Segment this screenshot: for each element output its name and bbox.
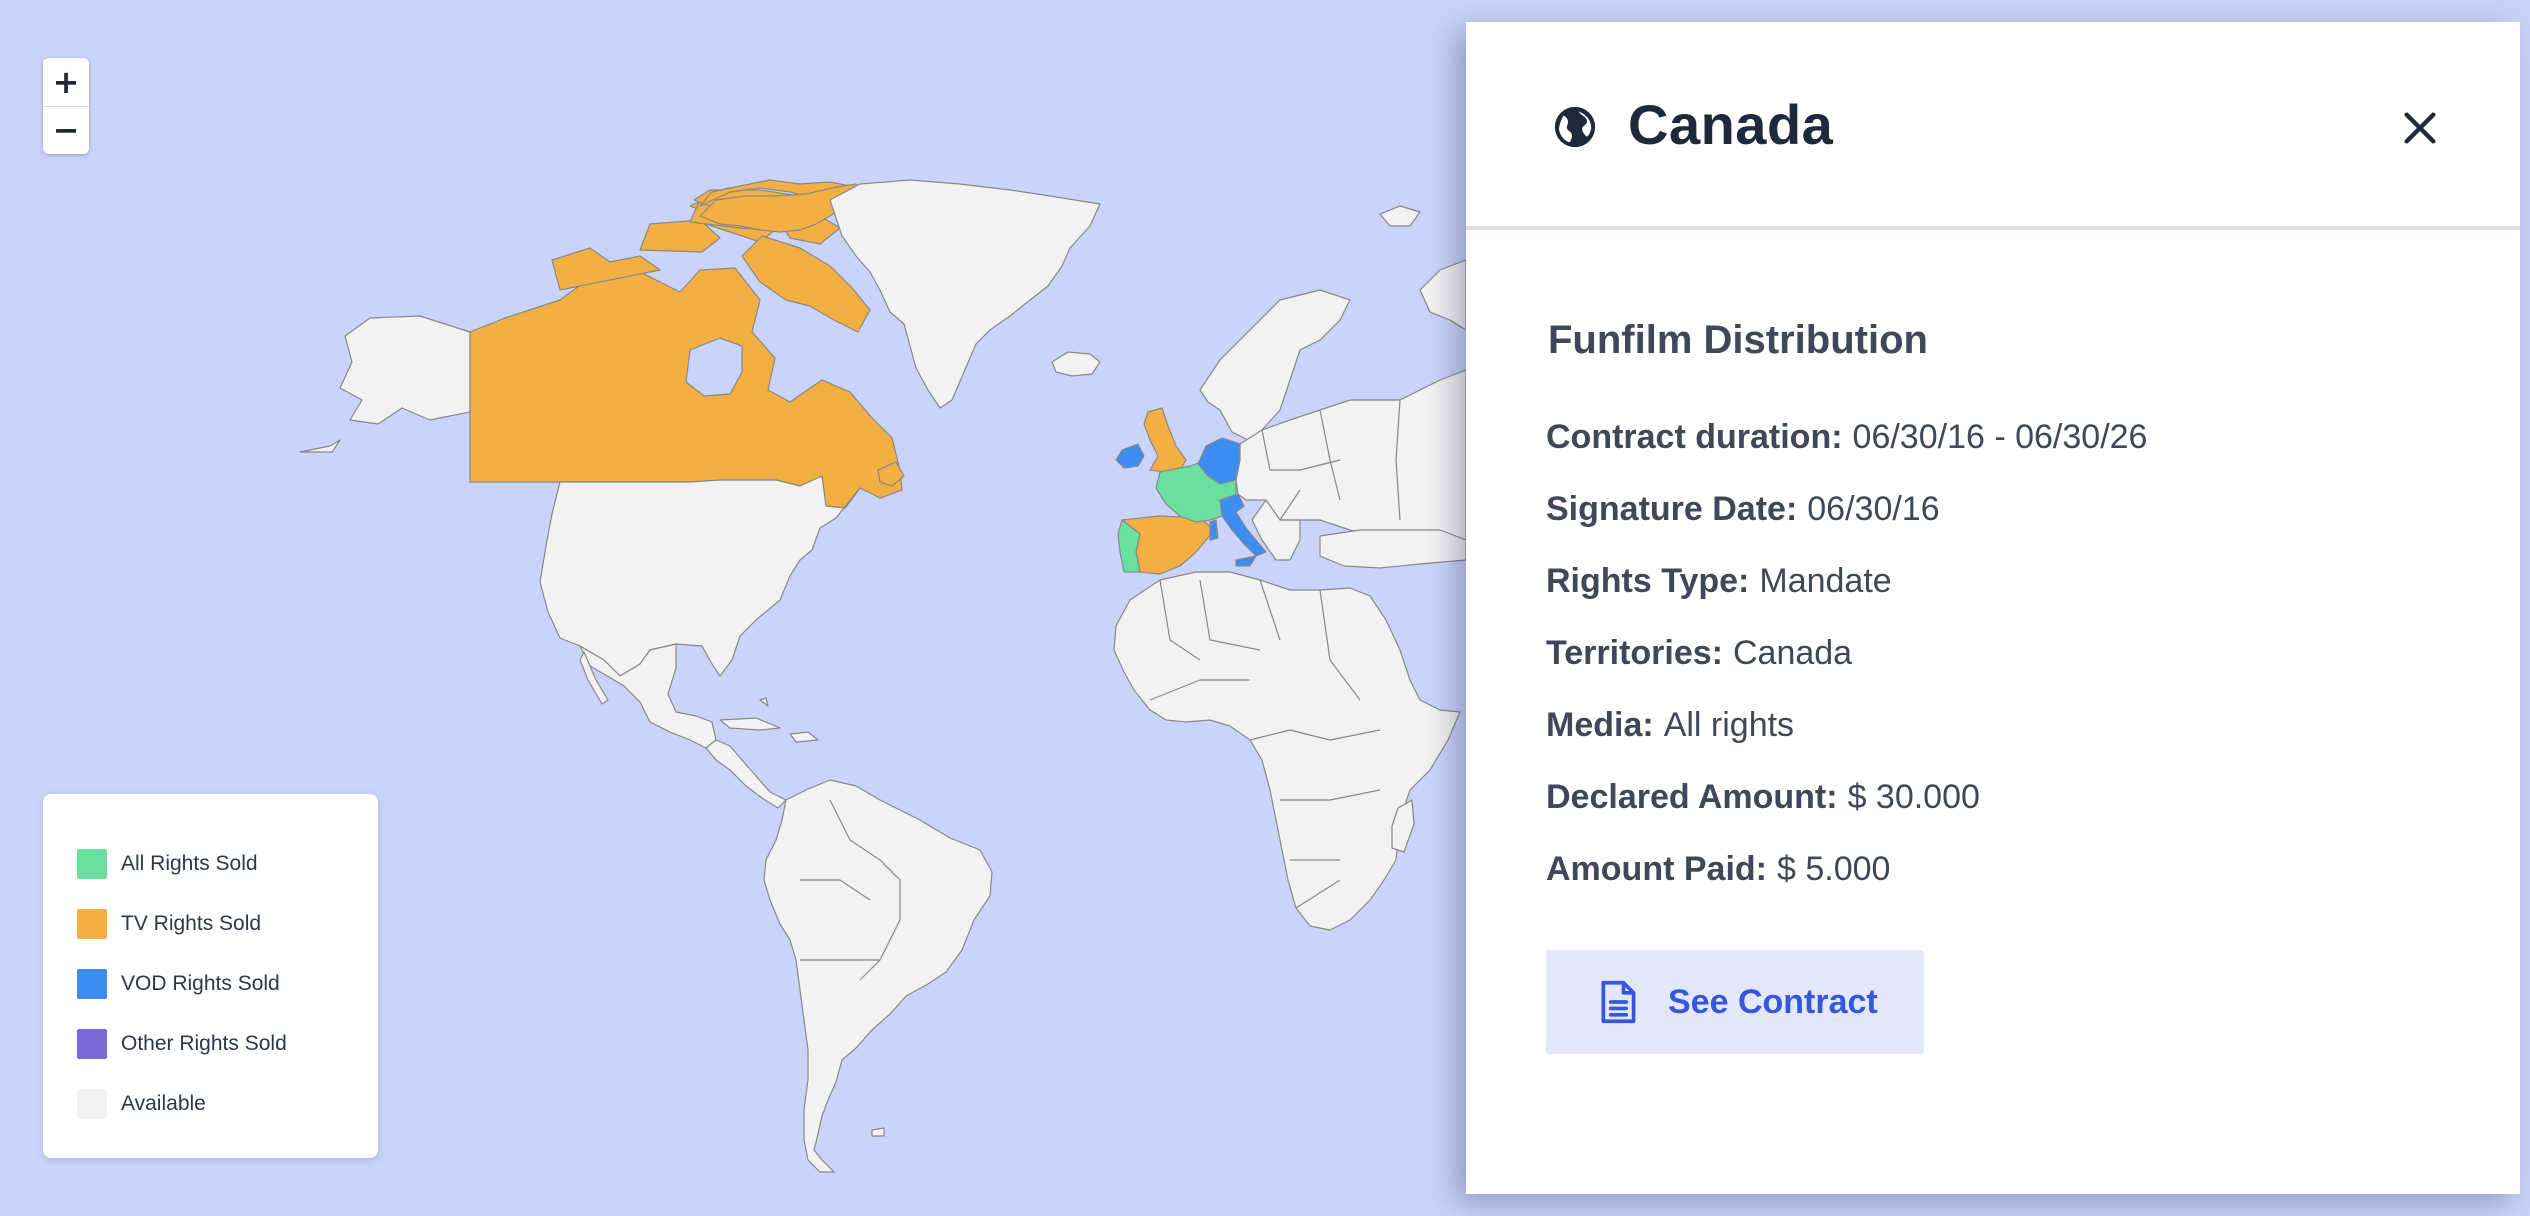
legend-label: Available [121, 1092, 206, 1115]
map-region-canada-arctic-2[interactable] [639, 219, 721, 253]
map-region-portugal[interactable] [1117, 519, 1141, 573]
document-icon [1601, 980, 1636, 1024]
map-region-usa[interactable] [539, 475, 861, 677]
legend-swatch [77, 1089, 107, 1119]
zoom-control: + − [43, 58, 89, 154]
country-detail-panel: Canada Funfilm Distribution Contract dur… [1466, 22, 2520, 1194]
map-region-south-america[interactable] [763, 779, 993, 1173]
map-region-uk[interactable] [1143, 407, 1187, 473]
zoom-in-button[interactable]: + [43, 58, 89, 106]
detail-media: Media: All rights [1546, 706, 2147, 778]
map-region-brazil-border [800, 799, 901, 981]
globe-icon [1554, 106, 1596, 148]
map-region-hudson-bay [685, 337, 743, 397]
detail-key: Amount Paid: [1546, 850, 1767, 888]
legend-swatch [77, 969, 107, 999]
company-name: Funfilm Distribution [1548, 318, 1928, 362]
detail-value: $ 5.000 [1776, 850, 1891, 888]
map-region-italy[interactable] [1219, 493, 1267, 557]
detail-key: Territories: [1546, 634, 1723, 672]
map-region-svalbard [1379, 205, 1421, 227]
map-region-europe-borders [1261, 399, 1401, 521]
map-region-ireland[interactable] [1115, 443, 1145, 469]
contract-details: Contract duration: 06/30/16 - 06/30/26 S… [1546, 418, 2147, 922]
detail-key: Contract duration: [1546, 418, 1843, 456]
map-region-sicily[interactable] [1235, 555, 1257, 567]
map-region-cuba[interactable] [719, 717, 781, 731]
detail-value: Mandate [1759, 562, 1892, 600]
panel-header: Canada [1466, 22, 2520, 230]
legend-label: All Rights Sold [121, 852, 258, 875]
map-region-africa[interactable] [1113, 571, 1461, 931]
map-region-madagascar[interactable] [1391, 799, 1415, 853]
detail-value: All rights [1663, 706, 1795, 744]
see-contract-label: See Contract [1668, 982, 1878, 1021]
close-icon[interactable] [2400, 108, 2440, 148]
map-region-africa-borders [1149, 579, 1381, 909]
detail-key: Declared Amount: [1546, 778, 1838, 816]
panel-title: Canada [1628, 93, 1834, 156]
map-region-central-america[interactable] [705, 739, 787, 809]
map-region-scandinavia[interactable] [1199, 289, 1351, 441]
map-region-greenland[interactable] [829, 179, 1101, 409]
legend-swatch [77, 1029, 107, 1059]
map-region-aleutians [299, 439, 341, 453]
legend-label: VOD Rights Sold [121, 972, 280, 995]
legend-item-tv-rights: TV Rights Sold [77, 894, 378, 954]
map-region-alaska[interactable] [339, 315, 471, 425]
detail-value: 06/30/16 [1807, 490, 1940, 528]
detail-value: Canada [1732, 634, 1853, 672]
map-region-baja[interactable] [579, 651, 609, 705]
map-region-newfoundland[interactable] [877, 461, 905, 487]
legend-swatch [77, 909, 107, 939]
map-region-baffin[interactable] [741, 235, 871, 333]
map-region-balkans[interactable] [1251, 499, 1301, 561]
detail-value: 06/30/16 - 06/30/26 [1852, 418, 2148, 456]
detail-rights-type: Rights Type: Mandate [1546, 562, 2147, 634]
detail-key: Rights Type: [1546, 562, 1750, 600]
legend-item-all-rights: All Rights Sold [77, 834, 378, 894]
detail-key: Signature Date: [1546, 490, 1798, 528]
legend-item-other-rights: Other Rights Sold [77, 1014, 378, 1074]
detail-amount-paid: Amount Paid: $ 5.000 [1546, 850, 2147, 922]
map-region-bahamas [759, 697, 769, 707]
map-region-sardinia[interactable] [1209, 519, 1219, 541]
map-region-iceland[interactable] [1051, 351, 1101, 377]
legend-item-vod-rights: VOD Rights Sold [77, 954, 378, 1014]
detail-contract-duration: Contract duration: 06/30/16 - 06/30/26 [1546, 418, 2147, 490]
detail-signature-date: Signature Date: 06/30/16 [1546, 490, 2147, 562]
detail-territories: Territories: Canada [1546, 634, 2147, 706]
map-region-mexico[interactable] [579, 643, 717, 749]
zoom-divider [43, 105, 89, 107]
legend-label: TV Rights Sold [121, 912, 262, 935]
zoom-out-button[interactable]: − [43, 106, 89, 154]
map-region-canada-arctic-1[interactable] [551, 247, 661, 291]
see-contract-button[interactable]: See Contract [1546, 950, 1924, 1054]
legend-label: Other Rights Sold [121, 1032, 287, 1055]
detail-value: $ 30.000 [1847, 778, 1980, 816]
detail-key: Media: [1546, 706, 1654, 744]
legend-swatch [77, 849, 107, 879]
map-legend: All Rights Sold TV Rights Sold VOD Right… [43, 794, 378, 1158]
detail-declared-amount: Declared Amount: $ 30.000 [1546, 778, 2147, 850]
map-region-asia-edge[interactable] [1419, 259, 1467, 331]
legend-item-available: Available [77, 1074, 378, 1134]
map-region-falklands [871, 1127, 885, 1137]
map-region-hispaniola[interactable] [789, 731, 819, 743]
map-region-turkey[interactable] [1319, 529, 1467, 569]
